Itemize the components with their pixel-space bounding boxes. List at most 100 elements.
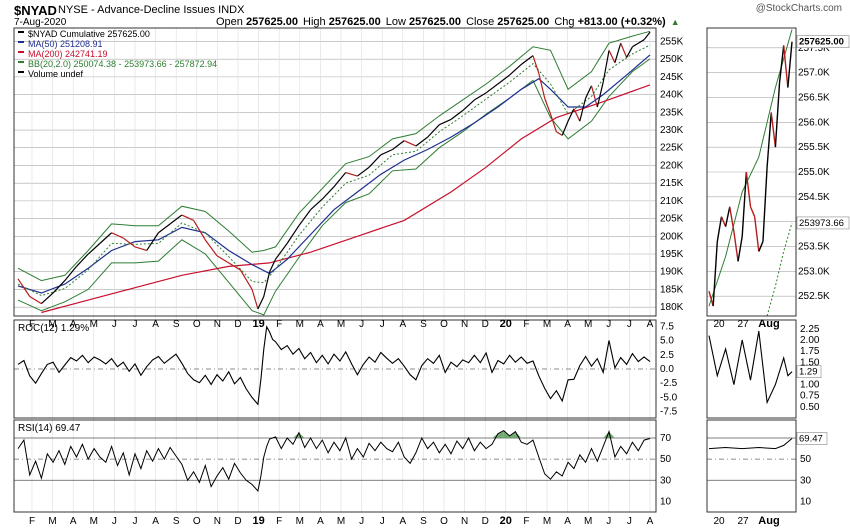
rsi-axis-tick: 30 <box>660 475 672 486</box>
zoom-x-axis-tick-bottom: 27 <box>737 516 749 527</box>
price-segment <box>269 259 277 272</box>
x-axis-tick: A <box>564 319 571 330</box>
open-label: Open <box>216 16 243 28</box>
zoom-price-segment <box>720 216 727 227</box>
price-axis-tick: 210K <box>660 196 684 207</box>
price-segment <box>52 280 66 294</box>
legend-entry: BB(20,2.0) 250074.38 - 253973.66 - 25787… <box>28 59 217 69</box>
rsi-overbought-fill <box>275 436 282 438</box>
x-axis-tick-bottom: J <box>133 516 138 527</box>
price-axis-tick: 190K <box>660 267 684 278</box>
roc-axis-tick: 0.0 <box>660 364 674 375</box>
price-segment <box>76 253 89 267</box>
price-axis-tick: 200K <box>660 231 684 242</box>
chg-label: Chg <box>554 16 575 28</box>
price-segment <box>585 85 593 99</box>
price-segment <box>251 289 259 310</box>
price-axis-tick: 185K <box>660 284 684 295</box>
price-segment <box>643 31 651 41</box>
price-segment <box>169 214 183 225</box>
x-axis-tick: J <box>380 319 385 330</box>
x-axis-tick-bottom: M <box>48 516 56 527</box>
price-segment <box>134 246 147 252</box>
ma200-line <box>41 84 651 314</box>
ma50-line <box>17 54 651 294</box>
x-axis-tick-bottom: S <box>173 516 180 527</box>
legend-swatch <box>18 41 24 43</box>
x-axis-tick-bottom: A <box>70 516 77 527</box>
price-segment <box>274 243 288 260</box>
price-segment <box>608 50 616 63</box>
zoom-axis-tick: 253.5K <box>798 241 830 252</box>
x-axis-tick: N <box>461 319 468 330</box>
price-segment <box>549 113 557 132</box>
zoom-price-segment <box>724 206 731 227</box>
price-segment <box>239 269 253 290</box>
price-segment <box>567 108 575 122</box>
x-axis-tick-bottom: N <box>214 516 221 527</box>
x-axis-tick: J <box>133 319 138 330</box>
value-label-box <box>796 35 850 48</box>
x-axis-tick-bottom: O <box>440 516 448 527</box>
high-label: High <box>303 16 326 28</box>
rsi-zoom-line <box>708 438 793 450</box>
price-segment <box>158 223 171 234</box>
price-segment <box>263 271 271 297</box>
rsi-legend: RSI(14) 69.47 <box>18 423 81 434</box>
zoom-axis-tick: 253.0K <box>798 266 830 277</box>
price-segment <box>333 172 347 188</box>
zoom-price-segment <box>729 206 735 232</box>
x-axis-tick: F <box>523 319 529 330</box>
price-segment <box>626 46 633 58</box>
price-axis-tick: 215K <box>660 178 684 189</box>
price-segment <box>41 292 54 305</box>
value-label: 253973.66 <box>799 218 844 229</box>
x-axis-tick: A <box>152 319 159 330</box>
zoom-price-segment <box>766 112 772 168</box>
price-segment <box>298 209 312 227</box>
zoom-axis-tick: 255.0K <box>798 167 830 178</box>
ohlc-readout: Open 257625.00 High 257625.00 Low 257625… <box>216 16 680 28</box>
roc-value-label: 1.29 <box>799 367 818 378</box>
low-value: 257625.00 <box>409 16 462 28</box>
legend-entry: Volume undef <box>28 69 84 79</box>
zoom-price-segment <box>762 166 768 242</box>
rsi-value-box <box>796 432 828 445</box>
roc-zoom-line <box>708 331 793 405</box>
x-axis-tick-bottom: J <box>627 516 632 527</box>
price-segment <box>573 108 581 122</box>
x-axis-tick: 19 <box>252 318 264 330</box>
stockcharts-credit[interactable]: @StockCharts.com <box>755 3 842 14</box>
legend-swatch <box>18 31 24 33</box>
price-axis-tick: 195K <box>660 249 684 260</box>
price-segment <box>111 232 124 239</box>
price-segment <box>561 120 569 136</box>
x-axis-tick: S <box>173 319 180 330</box>
zoom-price-segment <box>749 206 756 217</box>
x-axis-tick: J <box>359 319 364 330</box>
x-axis-tick-bottom: J <box>112 516 117 527</box>
price-segment <box>497 74 510 85</box>
zoom-price-segment <box>741 171 748 237</box>
x-axis-tick-bottom: F <box>29 516 35 527</box>
price-axis-tick: 255K <box>660 36 684 47</box>
zoom-price-segment <box>712 241 718 307</box>
rsi-zoom-axis-tick: 50 <box>800 454 812 465</box>
zoom-price-segment <box>753 216 760 252</box>
price-segment <box>357 166 370 177</box>
x-axis-tick-bottom: A <box>647 516 654 527</box>
x-axis-tick: F <box>276 319 282 330</box>
chg-value: +813.00 (+0.32%) <box>577 16 666 28</box>
zoom-price-segment <box>770 112 777 148</box>
rsi-overbought-fill <box>497 430 504 438</box>
price-segment <box>590 85 598 108</box>
price-axis-tick: 180K <box>660 302 684 313</box>
price-segment <box>579 97 587 122</box>
price-segment <box>310 198 323 211</box>
x-axis-tick-bottom: 19 <box>252 515 264 527</box>
x-axis-tick-bottom: M <box>584 516 592 527</box>
value-label-box <box>796 216 850 230</box>
x-axis-tick-bottom: N <box>461 516 468 527</box>
price-segment <box>87 242 101 255</box>
price-axis-tick: 245K <box>660 72 684 83</box>
